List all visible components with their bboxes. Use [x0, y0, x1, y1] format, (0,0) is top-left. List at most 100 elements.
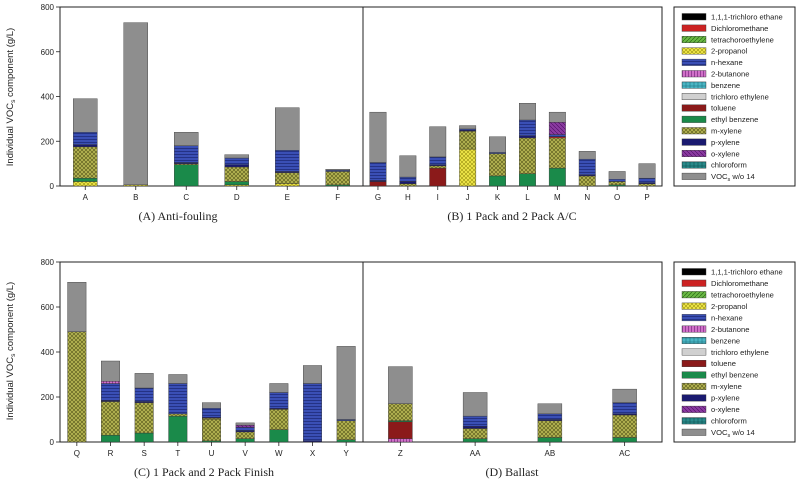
legend-label-mx: m-xylene: [711, 382, 742, 391]
legend-item-tce111: 1,1,1-trichloro ethane: [681, 268, 783, 277]
bar-segment-rest-Z: [388, 366, 413, 404]
bar-segment-hex-H: [399, 176, 417, 182]
legend-label-px: p-xylene: [711, 138, 740, 147]
bar-stack-E: [275, 107, 300, 187]
legend-swatch-rest: [681, 172, 707, 180]
bar-segment-hex-D: [224, 157, 249, 165]
bar-segment-eb-C: [174, 164, 199, 187]
x-tick-label: S: [141, 449, 146, 458]
bar-segment-eb-A: [73, 177, 98, 182]
bar-segment-rest-AB: [537, 403, 563, 415]
legend-item-mx: m-xylene: [681, 127, 742, 136]
y-axis-title-bottom: Individual VOCs component (g/L): [5, 282, 17, 420]
legend-swatch-hex: [681, 58, 707, 66]
x-tick-label: AC: [619, 449, 630, 458]
bar-segment-mx-K: [489, 153, 506, 177]
bar-stack-S: [134, 373, 154, 443]
y-tick-label: 0: [50, 182, 55, 191]
y-tick-label: 400: [41, 93, 55, 102]
legend-item-dcm: Dichloromethane: [681, 24, 768, 33]
legend-item-mek: 2-butanone: [681, 325, 749, 334]
bar-segment-px-A: [73, 144, 98, 148]
legend-label-hex: n-hexane: [711, 58, 743, 67]
x-tick-label: P: [644, 193, 649, 202]
bar-segment-hex-T: [168, 383, 188, 415]
bar-segment-eb-K: [489, 175, 506, 187]
bar-segment-mx-R: [101, 401, 120, 436]
x-tick-label: L: [525, 193, 530, 202]
bar-segment-hex-G: [369, 162, 387, 181]
legend-item-benz: benzene: [681, 336, 740, 345]
legend-label-tce111: 1,1,1-trichloro ethane: [711, 268, 783, 277]
bar-segment-eb-AC: [612, 437, 637, 443]
y-tick-label: 0: [50, 438, 55, 447]
panel-1pack-2pack-ac: G H I J K L M N O P: [362, 6, 663, 202]
legend-swatch-tce: [681, 93, 707, 101]
legend-swatch-benz: [681, 337, 707, 344]
legend-label-rest: VOCs w/o 14: [711, 428, 755, 439]
legend-swatch-px: [681, 394, 707, 402]
plot-frame: [59, 6, 364, 187]
bar-segment-rest-T: [168, 374, 188, 384]
legend-top: 1,1,1-trichloro ethane Dichloromethane tet…: [673, 6, 796, 187]
bar-segment-eb-AA: [462, 438, 488, 443]
bar-segment-mx-F: [325, 171, 350, 186]
bar-stack-V: [235, 422, 255, 443]
legend-bottom: 1,1,1-trichloro ethane Dichloromethane tet…: [673, 261, 796, 443]
bar-segment-hex-E: [275, 149, 300, 172]
legend-item-tol: toluene: [681, 359, 736, 368]
bar-segment-mx-Q: [67, 331, 87, 443]
bar-segment-rest-E: [275, 107, 300, 151]
bar-segment-mx-T: [168, 413, 188, 417]
bar-segment-eb-L: [519, 173, 536, 187]
legend-item-ipa: 2-propanol: [681, 302, 748, 311]
bar-stack-F: [325, 169, 350, 187]
legend-item-ox: o-xylene: [681, 405, 740, 414]
bar-segment-rest-L: [519, 103, 536, 121]
bar-stack-T: [168, 374, 188, 443]
y-tick-label: 200: [41, 393, 55, 402]
x-tick-label: M: [554, 193, 561, 202]
bar-segment-mx-AA: [462, 428, 488, 439]
legend-swatch-rest: [681, 428, 707, 436]
legend-item-dcm: Dichloromethane: [681, 279, 768, 288]
bar-segment-mx-S: [134, 402, 154, 434]
legend-item-px: p-xylene: [681, 394, 740, 403]
caption-1pack-2pack-finish: (C) 1 Pack and 2 Pack Finish: [134, 465, 274, 479]
y-tick-label: 800: [41, 3, 55, 12]
bar-stack-G: [369, 111, 387, 187]
legend-swatch-cf: [681, 161, 707, 169]
x-tick-label: D: [234, 193, 240, 202]
x-tick-label: A: [83, 193, 89, 202]
bar-stack-R: [101, 360, 120, 443]
bar-segment-px-AA: [462, 426, 488, 429]
x-tick-label: W: [275, 449, 283, 458]
bar-stack-O: [608, 171, 626, 187]
caption-ballast: (D) Ballast: [486, 465, 540, 479]
bar-segment-hex-U: [202, 408, 221, 418]
legend-label-dcm: Dichloromethane: [711, 279, 768, 288]
bar-segment-rest-M: [548, 111, 566, 123]
legend-swatch-pce: [681, 36, 707, 43]
bar-segment-hex-S: [134, 387, 154, 402]
legend-label-benz: benzene: [711, 336, 740, 345]
bar-segment-hex-L: [519, 119, 536, 136]
bar-segment-rest-AC: [612, 388, 637, 403]
bar-segment-mx-Z: [388, 403, 413, 421]
legend-item-cf: chloroform: [681, 417, 747, 426]
bar-segment-ox-M: [548, 122, 566, 135]
x-tick-label: N: [584, 193, 590, 202]
bar-segment-mx-V: [235, 431, 255, 439]
x-tick-label: G: [375, 193, 381, 202]
x-tick-label: C: [183, 193, 189, 202]
legend-label-ox: o-xylene: [711, 405, 740, 414]
x-tick-label: V: [242, 449, 248, 458]
x-tick-label: T: [175, 449, 180, 458]
legend-label-tce111: 1,1,1-trichloro ethane: [711, 13, 783, 22]
bar-segment-rest-H: [399, 155, 417, 178]
bar-stack-Q: [67, 282, 87, 443]
legend-item-hex: n-hexane: [681, 313, 743, 322]
bar-segment-eb-AB: [537, 437, 563, 443]
legend-item-ipa: 2-propanol: [681, 47, 748, 56]
bar-stack-L: [519, 103, 536, 187]
